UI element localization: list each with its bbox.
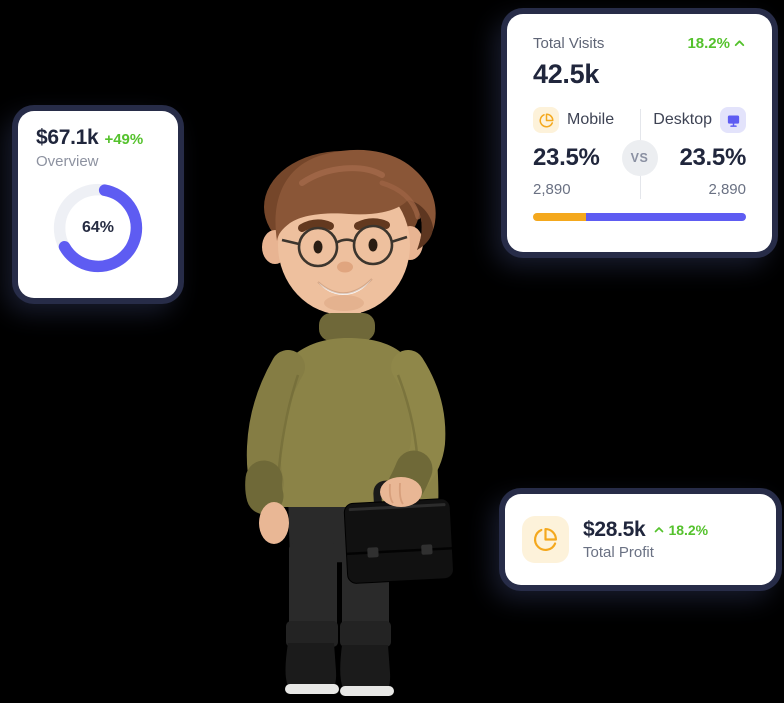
overview-label: Overview	[36, 153, 99, 170]
pie-chart-icon	[533, 107, 559, 133]
bar-mobile-segment	[533, 213, 587, 221]
overview-delta: +49%	[104, 131, 144, 148]
hand-left	[259, 502, 289, 544]
total-profit-card[interactable]: $28.5k 18.2% Total Profit	[505, 494, 776, 585]
monitor-icon	[720, 107, 746, 133]
glasses	[281, 224, 408, 268]
character-sweater	[257, 338, 439, 507]
profit-label: Total Profit	[583, 544, 654, 561]
profit-texts: $28.5k 18.2% Total Profit	[583, 518, 708, 561]
cuff-left	[245, 460, 284, 515]
profit-trend: 18.2%	[653, 522, 708, 538]
mouth	[318, 279, 372, 295]
desktop-count: 2,890	[708, 181, 746, 198]
chin-shadow	[324, 295, 364, 311]
sweater-collar	[319, 313, 375, 341]
overview-donut-chart: 64%	[50, 180, 146, 276]
mobile-count: 2,890	[533, 181, 571, 198]
visits-trend: 18.2%	[687, 35, 746, 52]
profit-value: $28.5k	[583, 518, 646, 541]
hand-right	[380, 477, 422, 507]
mobile-header: Mobile	[533, 107, 614, 133]
hair-highlight	[299, 165, 385, 186]
character-illustration	[245, 149, 454, 696]
visits-delta: 18.2%	[687, 35, 730, 52]
nose	[337, 261, 353, 273]
visits-split-bar	[533, 213, 746, 221]
chevron-up-icon	[734, 40, 745, 47]
mobile-desktop-compare: Mobile Desktop 23.5% VS 23.5%	[533, 107, 746, 221]
visits-title: Total Visits	[533, 35, 605, 52]
overview-card[interactable]: $67.1k +49% Overview 64%	[18, 111, 178, 298]
briefcase	[343, 479, 454, 584]
total-visits-card[interactable]: Total Visits 18.2% 42.5k Mobile	[507, 14, 772, 252]
mobile-share: 23.5%	[533, 144, 600, 171]
chevron-up-icon	[655, 527, 664, 533]
eye-right	[368, 238, 378, 252]
overview-value: $67.1k	[36, 126, 99, 149]
eyebrow-right	[354, 218, 390, 230]
character-hair-swoosh-shadow	[408, 200, 433, 250]
donut-arc	[53, 183, 143, 273]
eye-left	[313, 240, 323, 254]
vs-badge: VS	[621, 140, 658, 176]
hair-highlight-2	[379, 180, 421, 220]
desktop-label: Desktop	[653, 111, 712, 128]
bar-desktop-segment	[586, 213, 746, 221]
pie-chart-icon	[522, 516, 569, 563]
mouth-outline	[317, 278, 373, 295]
eyebrow-left	[298, 219, 334, 232]
profit-delta: 18.2%	[668, 522, 709, 538]
visits-value: 42.5k	[533, 59, 600, 89]
desktop-share: 23.5%	[679, 144, 746, 171]
desktop-header: Desktop	[653, 107, 746, 133]
donut-percent-label: 64%	[81, 219, 115, 236]
mobile-label: Mobile	[567, 111, 615, 128]
character-shoes	[285, 643, 394, 696]
